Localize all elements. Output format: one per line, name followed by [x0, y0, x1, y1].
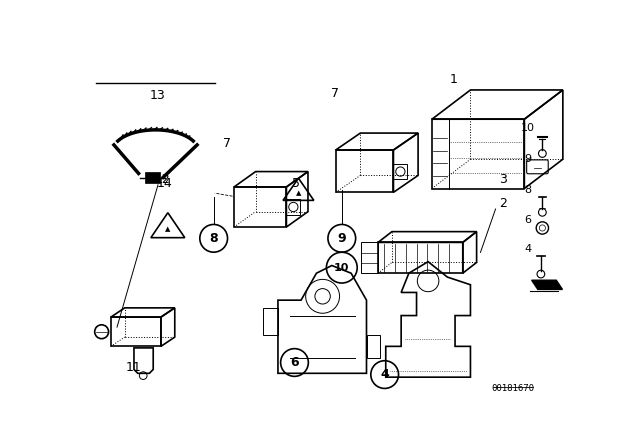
Text: ▲: ▲ [296, 190, 301, 196]
Text: 11: 11 [125, 361, 141, 374]
Text: 9: 9 [524, 154, 531, 164]
Text: 1: 1 [450, 73, 458, 86]
Text: 7: 7 [223, 137, 231, 150]
Text: 4: 4 [380, 368, 389, 381]
Text: 8: 8 [209, 232, 218, 245]
Text: 3: 3 [499, 173, 507, 186]
Text: 13: 13 [150, 89, 166, 102]
Text: 10: 10 [520, 123, 534, 133]
Text: 6: 6 [290, 356, 299, 369]
Text: ▲: ▲ [165, 226, 170, 233]
Text: 10: 10 [334, 263, 349, 273]
Text: 5: 5 [292, 177, 300, 190]
FancyBboxPatch shape [145, 172, 160, 184]
Polygon shape [532, 280, 563, 289]
Text: 14: 14 [157, 177, 172, 190]
Text: 00181670: 00181670 [492, 384, 534, 393]
Text: 9: 9 [337, 232, 346, 245]
Text: 8: 8 [524, 185, 531, 195]
Text: 4: 4 [524, 244, 531, 254]
Text: 2: 2 [499, 197, 507, 210]
Text: 6: 6 [524, 215, 531, 225]
Text: 12: 12 [155, 173, 171, 186]
Text: 7: 7 [332, 87, 339, 100]
